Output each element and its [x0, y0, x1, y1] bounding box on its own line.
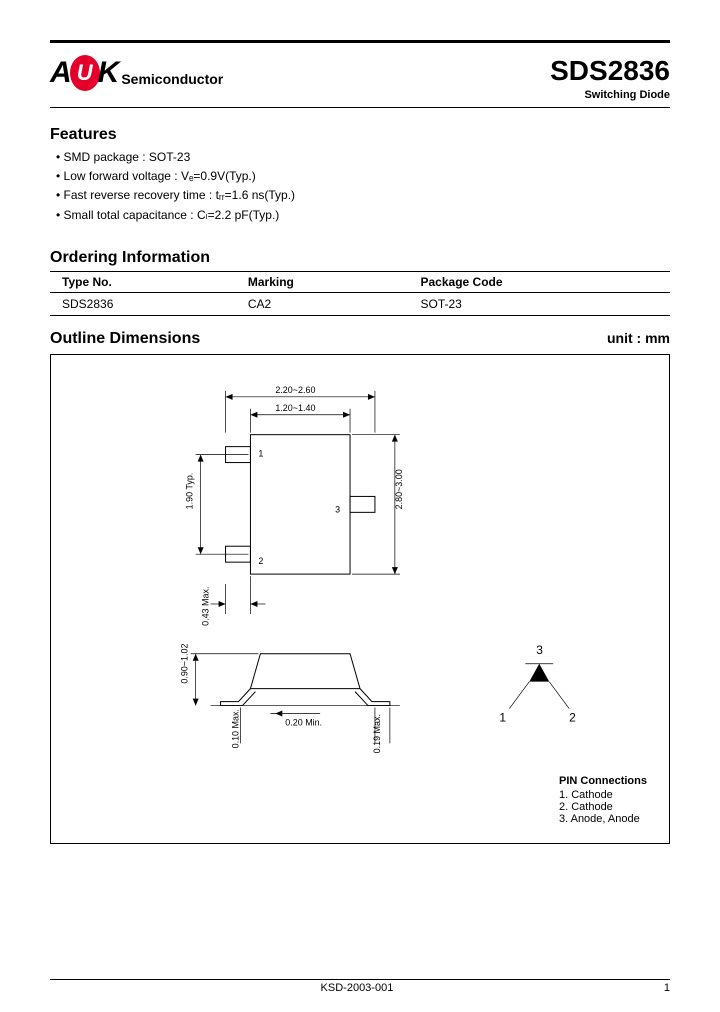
features-list: SMD package : SOT-23 Low forward voltage… [56, 148, 670, 225]
svg-text:1: 1 [499, 710, 506, 724]
col-type: Type No. [50, 271, 236, 292]
cell-type: SDS2836 [50, 292, 236, 315]
svg-text:0.20 Min.: 0.20 Min. [285, 717, 322, 727]
pin-info-line: 2. Cathode [559, 801, 647, 813]
table-header-row: Type No. Marking Package Code [50, 271, 670, 292]
feature-item: Low forward voltage : Vₑ=0.9V(Typ.) [56, 167, 670, 186]
svg-text:2: 2 [569, 710, 576, 724]
logo-letter-a: A [50, 56, 72, 90]
svg-text:2: 2 [258, 556, 263, 566]
table-row: SDS2836 CA2 SOT-23 [50, 292, 670, 315]
part-block: SDS2836 Switching Diode [550, 55, 670, 101]
col-package: Package Code [409, 271, 671, 292]
svg-text:1.20~1.40: 1.20~1.40 [275, 403, 315, 413]
svg-text:1: 1 [258, 448, 263, 458]
svg-text:1.90 Typ.: 1.90 Typ. [185, 472, 195, 509]
pin-info-title: PIN Connections [559, 775, 647, 787]
footer-row: KSD-2003-001 1 [50, 980, 670, 994]
svg-text:2.80~3.00: 2.80~3.00 [394, 469, 404, 509]
svg-text:0.43 Max.: 0.43 Max. [201, 586, 211, 625]
pin-connections: PIN Connections 1. Cathode 2. Cathode 3.… [559, 775, 647, 825]
cell-package: SOT-23 [409, 292, 671, 315]
svg-text:2.20~2.60: 2.20~2.60 [275, 385, 315, 395]
outline-header: Outline Dimensions unit : mm [50, 330, 670, 352]
feature-item: Small total capacitance : Cₗ=2.2 pF(Typ.… [56, 206, 670, 225]
top-rule [50, 40, 670, 43]
svg-text:3: 3 [335, 504, 340, 514]
logo-ellipse-u: U [70, 55, 100, 91]
logo: A U K Semiconductor [50, 55, 223, 91]
footer: KSD-2003-001 1 [50, 979, 670, 994]
outline-title: Outline Dimensions [50, 330, 200, 348]
pin-info-line: 1. Cathode [559, 789, 647, 801]
svg-text:0.10 Max.: 0.10 Max. [230, 709, 240, 748]
col-marking: Marking [236, 271, 409, 292]
feature-item: Fast reverse recovery time : tᵣᵣ=1.6 ns(… [56, 186, 670, 205]
svg-text:0.19 Max.: 0.19 Max. [372, 714, 382, 753]
cell-marking: CA2 [236, 292, 409, 315]
feature-item: SMD package : SOT-23 [56, 148, 670, 167]
pin-info-line: 3. Anode, Anode [559, 813, 647, 825]
logo-semiconductor: Semiconductor [121, 71, 223, 87]
svg-text:0.90~1.02: 0.90~1.02 [180, 643, 190, 683]
ordering-table: Type No. Marking Package Code SDS2836 CA… [50, 271, 670, 316]
svg-text:3: 3 [536, 643, 543, 657]
drawing-box: 1 2 3 2.20~2.60 1.20~1.40 2.80~3.00 1.90… [50, 354, 670, 844]
outline-drawing: 1 2 3 2.20~2.60 1.20~1.40 2.80~3.00 1.90… [51, 355, 669, 843]
unit-label: unit : mm [607, 330, 670, 346]
logo-letter-k: K [98, 56, 120, 90]
header: A U K Semiconductor SDS2836 Switching Di… [50, 55, 670, 101]
part-subtitle: Switching Diode [550, 89, 670, 101]
header-underline [50, 107, 670, 108]
footer-code: KSD-2003-001 [321, 982, 394, 994]
ordering-title: Ordering Information [50, 249, 670, 267]
part-number: SDS2836 [550, 55, 670, 87]
features-title: Features [50, 126, 670, 144]
page-number: 1 [664, 982, 670, 994]
